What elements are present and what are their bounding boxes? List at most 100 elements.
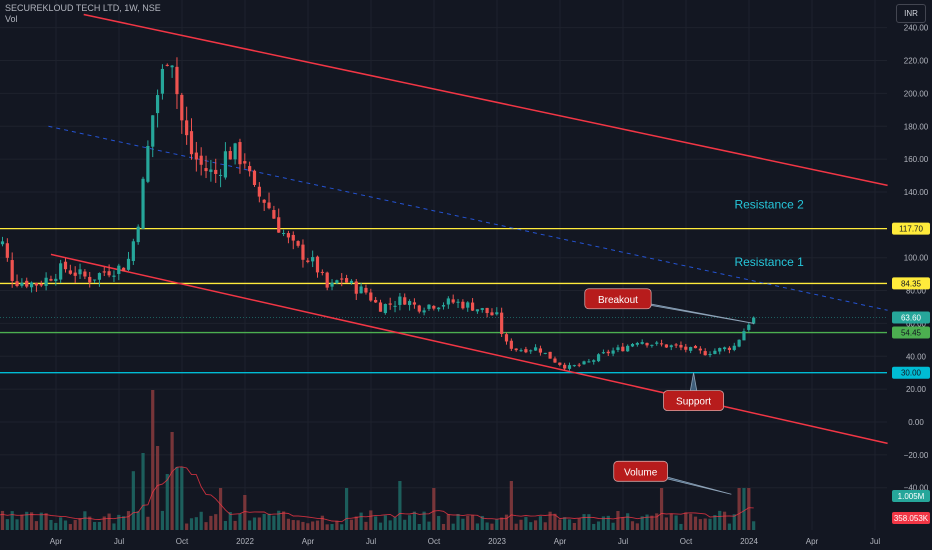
candle-body bbox=[446, 298, 450, 305]
candle-body bbox=[650, 344, 654, 346]
volume-value-badge-bg bbox=[892, 490, 930, 502]
volume-bar bbox=[703, 518, 707, 530]
candle-body bbox=[548, 351, 552, 359]
volume-bar bbox=[587, 514, 591, 530]
volume-bar bbox=[563, 517, 567, 530]
candle-body bbox=[146, 145, 150, 182]
volume-bar bbox=[49, 519, 53, 530]
candle-body bbox=[315, 256, 320, 273]
volume-bar bbox=[117, 514, 121, 530]
volume-bar bbox=[558, 519, 562, 530]
annotation-label: Resistance 1 bbox=[734, 255, 804, 269]
volume-bar bbox=[281, 511, 286, 530]
price-tick-label: −40.00 bbox=[904, 484, 929, 493]
candle-body bbox=[606, 351, 610, 354]
candle-body bbox=[107, 271, 111, 276]
candle-body bbox=[422, 310, 426, 313]
candle-body bbox=[461, 301, 465, 309]
candle-body bbox=[286, 233, 291, 238]
volume-bar bbox=[359, 512, 363, 530]
candle-body bbox=[306, 260, 310, 262]
time-tick-label: 2022 bbox=[236, 537, 254, 546]
volume-bar bbox=[320, 515, 324, 530]
volume-bar bbox=[567, 519, 572, 530]
candle-body bbox=[44, 277, 48, 286]
volume-bar bbox=[165, 474, 169, 530]
volume-bar bbox=[364, 521, 368, 530]
price-axis[interactable]: 240.00 220.00 200.00 180.00 160.00 140.00 100.… bbox=[890, 0, 932, 550]
candle-body bbox=[412, 302, 417, 305]
volume-bar bbox=[403, 519, 407, 530]
time-axis[interactable]: Apr Jul Oct 2022 Apr Jul Oct 2023 Apr Jul Oct 2024 A… bbox=[50, 537, 881, 546]
volume-bar bbox=[490, 523, 494, 530]
volume-bar bbox=[10, 511, 14, 530]
candle-body bbox=[601, 352, 606, 354]
candle-body bbox=[698, 348, 702, 351]
candle-body bbox=[136, 226, 140, 243]
volume-bar bbox=[369, 510, 373, 530]
annotation-label: Resistance 2 bbox=[734, 197, 804, 211]
candle-body bbox=[626, 345, 630, 352]
candle-body bbox=[0, 241, 5, 245]
candle-body bbox=[538, 348, 543, 353]
time-tick-label: Jul bbox=[870, 537, 880, 546]
volume-bar bbox=[500, 517, 504, 530]
currency-button[interactable]: INR bbox=[896, 4, 926, 23]
volume-bar bbox=[29, 512, 34, 530]
volume-bar bbox=[204, 522, 208, 530]
volume-bar bbox=[572, 522, 576, 530]
candle-body bbox=[737, 339, 741, 347]
candle-body bbox=[209, 169, 213, 172]
symbol-title: SECUREKLOUD TECH LTD, 1W, NSE bbox=[5, 3, 161, 13]
volume-bar bbox=[485, 522, 489, 530]
candle-body bbox=[20, 282, 24, 286]
volume-bar bbox=[698, 519, 702, 530]
volume-bar bbox=[514, 523, 518, 530]
volume-bar bbox=[354, 516, 358, 530]
candle-body bbox=[25, 280, 29, 287]
volume-bar bbox=[185, 523, 189, 530]
volume-bar bbox=[73, 520, 77, 530]
volume-bar bbox=[20, 514, 24, 530]
time-tick-label: Jul bbox=[618, 537, 628, 546]
level-badge: 30.00 bbox=[901, 369, 922, 378]
volume-bar bbox=[446, 514, 450, 530]
volume-bar bbox=[83, 511, 87, 530]
volume-bar bbox=[374, 516, 378, 530]
candle-body bbox=[180, 94, 184, 121]
time-tick-label: Oct bbox=[176, 537, 189, 546]
candle-body bbox=[572, 365, 576, 367]
volume-bar bbox=[330, 524, 334, 530]
candle-body bbox=[524, 349, 528, 353]
time-tick-label: Jul bbox=[114, 537, 124, 546]
volume-ma-line bbox=[0, 466, 754, 523]
candle-body bbox=[29, 282, 34, 288]
volume-bar bbox=[727, 523, 732, 530]
volume-bar bbox=[325, 524, 329, 530]
candle-body bbox=[398, 296, 402, 305]
volume-bar bbox=[262, 513, 266, 530]
volume-bar bbox=[257, 517, 261, 530]
volume-bar bbox=[340, 524, 344, 530]
callout-label: Volume bbox=[624, 467, 658, 478]
volume-bar bbox=[451, 523, 455, 530]
candlesticks bbox=[0, 57, 756, 371]
candle-body bbox=[141, 178, 145, 229]
candle-body bbox=[126, 258, 131, 270]
candle-body bbox=[83, 271, 87, 277]
candle-body bbox=[204, 168, 208, 172]
volume-bar bbox=[533, 520, 538, 530]
candle-body bbox=[533, 347, 538, 351]
callout-box bbox=[584, 288, 652, 310]
channel-upper-line bbox=[83, 13, 888, 187]
volume-bar bbox=[684, 512, 688, 530]
price-tick-label: −20.00 bbox=[904, 451, 929, 460]
volume-bar bbox=[170, 432, 174, 530]
candle-body bbox=[519, 350, 523, 352]
candle-body bbox=[427, 304, 431, 309]
candle-body bbox=[277, 217, 281, 233]
volume-bar bbox=[349, 519, 354, 530]
volume-bar bbox=[412, 511, 417, 530]
volume-bar bbox=[68, 524, 72, 530]
